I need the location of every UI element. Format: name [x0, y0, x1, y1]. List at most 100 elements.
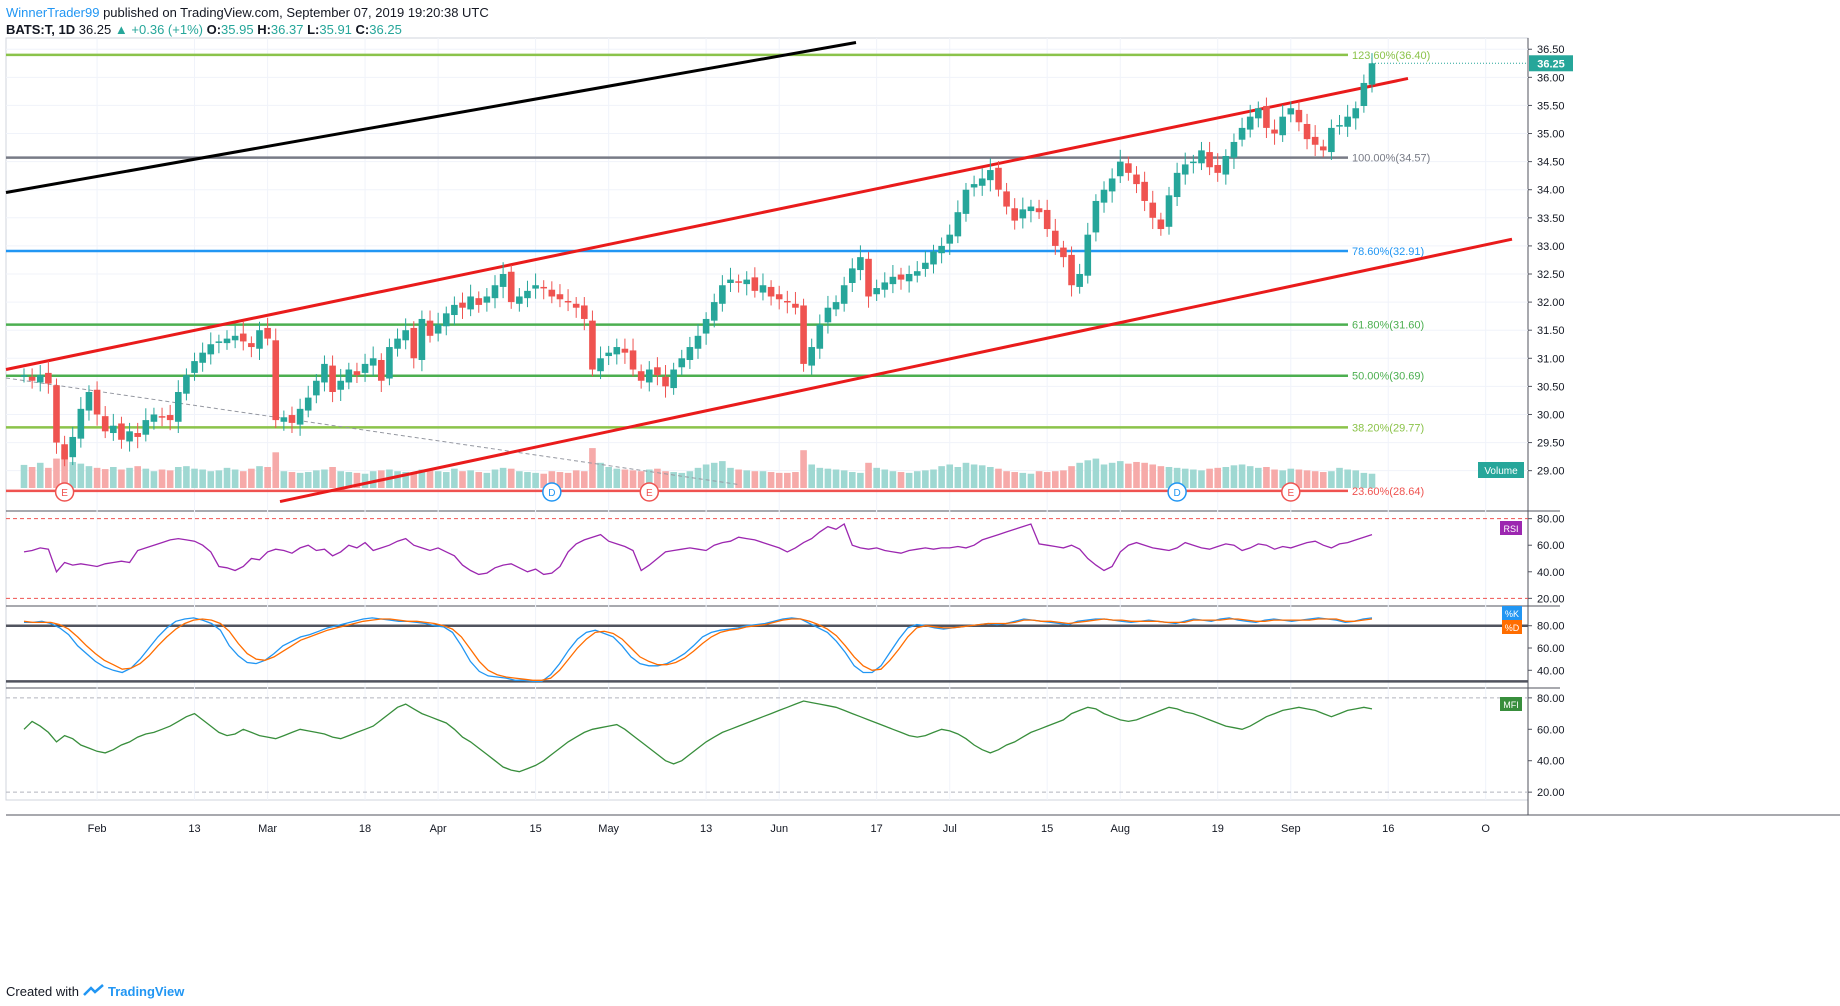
candle-body [913, 271, 921, 276]
earnings-marker-label: E [61, 488, 68, 499]
tradingview-logo[interactable]: TradingView [83, 984, 184, 999]
volume-bar [1238, 464, 1246, 488]
volume-bar [507, 468, 515, 488]
candle-body [28, 376, 36, 381]
candle-body [174, 392, 182, 422]
candle-body [142, 420, 150, 435]
candle-body [662, 376, 669, 387]
candle-body [532, 285, 539, 289]
stoch-d-label: %D [1505, 623, 1520, 633]
volume-bar [1173, 467, 1181, 488]
candle-body [231, 335, 239, 341]
time-tick-label: Apr [430, 823, 447, 835]
candle-body [1238, 127, 1246, 140]
author-link[interactable]: WinnerTrader99 [6, 5, 100, 20]
volume-bar [451, 468, 458, 488]
candle-body [93, 389, 101, 415]
volume-bar [954, 467, 962, 488]
volume-bar [564, 472, 572, 488]
volume-bar [142, 468, 150, 488]
candle-body [629, 350, 637, 370]
candle-body [1344, 116, 1351, 127]
volume-bar [402, 472, 409, 488]
volume-bar [410, 472, 418, 488]
candle-body [1173, 172, 1181, 198]
close-value: 36.25 [369, 22, 402, 37]
stoch-line-1 [23, 618, 1373, 681]
volume-bar [459, 471, 466, 488]
volume-bar [1344, 469, 1351, 488]
candle-body [840, 285, 848, 304]
candle-body [329, 365, 336, 392]
volume-bar [556, 472, 564, 488]
volume-bar [824, 468, 832, 488]
candle-body [442, 313, 450, 327]
candle-body [1295, 109, 1303, 123]
rsi-tick-label: 40.00 [1537, 567, 1565, 579]
volume-bar [800, 450, 807, 488]
candle-body [1181, 164, 1189, 175]
volume-bar [532, 472, 539, 488]
open-value: 35.95 [221, 22, 254, 37]
volume-bar [865, 462, 872, 488]
price-tick-label: 33.50 [1537, 213, 1565, 225]
candle-body [272, 340, 280, 421]
volume-bar [69, 461, 77, 488]
volume-bar [1052, 471, 1059, 488]
candle-body [694, 335, 702, 349]
volume-bar [1222, 467, 1230, 488]
volume-bar [134, 466, 141, 488]
candle-body [337, 380, 344, 390]
chart-header: WinnerTrader99 published on TradingView.… [6, 4, 489, 38]
volume-bar [110, 467, 117, 488]
volume-bar [223, 467, 231, 488]
volume-bar [499, 467, 507, 488]
volume-bar [881, 469, 889, 488]
price-tick-label: 34.00 [1537, 185, 1565, 197]
volume-bar [101, 469, 109, 488]
volume-bar [775, 472, 783, 488]
dividend-marker-icon [542, 482, 562, 502]
mfi-line-0 [23, 700, 1373, 773]
candle-body [110, 425, 117, 434]
candle-body [784, 300, 791, 303]
open-label: O: [206, 22, 222, 37]
mfi-tick-label: 40.00 [1537, 756, 1565, 768]
volume-bar [369, 471, 377, 488]
candle-body [345, 369, 353, 383]
candle-body [85, 392, 93, 411]
candle-body [589, 320, 596, 370]
candle-body [775, 294, 783, 300]
stoch-tick-label: 40.00 [1537, 665, 1565, 677]
candle-body [1352, 108, 1360, 119]
candle-body [824, 307, 832, 323]
candle-body [150, 414, 158, 422]
volume-bar [938, 466, 945, 488]
volume-bar [987, 467, 994, 488]
volume-bar [840, 470, 848, 488]
volume-bar [767, 472, 775, 488]
fib-level-label: 78.60%(32.91) [1352, 246, 1424, 258]
volume-bar [1035, 471, 1043, 488]
price-tick-label: 31.00 [1537, 353, 1565, 365]
candle-body [905, 274, 913, 282]
last-price-tag [1529, 55, 1573, 72]
candle-body [613, 347, 621, 355]
candle-body [426, 320, 434, 336]
candle-body [475, 298, 483, 305]
volume-bar [256, 466, 263, 488]
candle-body [118, 423, 125, 440]
volume-bar [848, 472, 856, 488]
volume-bar [183, 466, 190, 488]
volume-bar [1271, 469, 1278, 488]
dashed-trendline [5, 377, 741, 486]
footer: Created with TradingView [6, 976, 184, 1006]
volume-bar [288, 472, 296, 488]
stoch-tick-label: 80.00 [1537, 621, 1565, 633]
earnings-marker-label: E [1287, 488, 1294, 499]
volume-bar [126, 467, 133, 488]
candle-body [1263, 105, 1270, 128]
volume-bar [272, 452, 280, 488]
symbol-label[interactable]: BATS:T, 1D [6, 22, 76, 37]
